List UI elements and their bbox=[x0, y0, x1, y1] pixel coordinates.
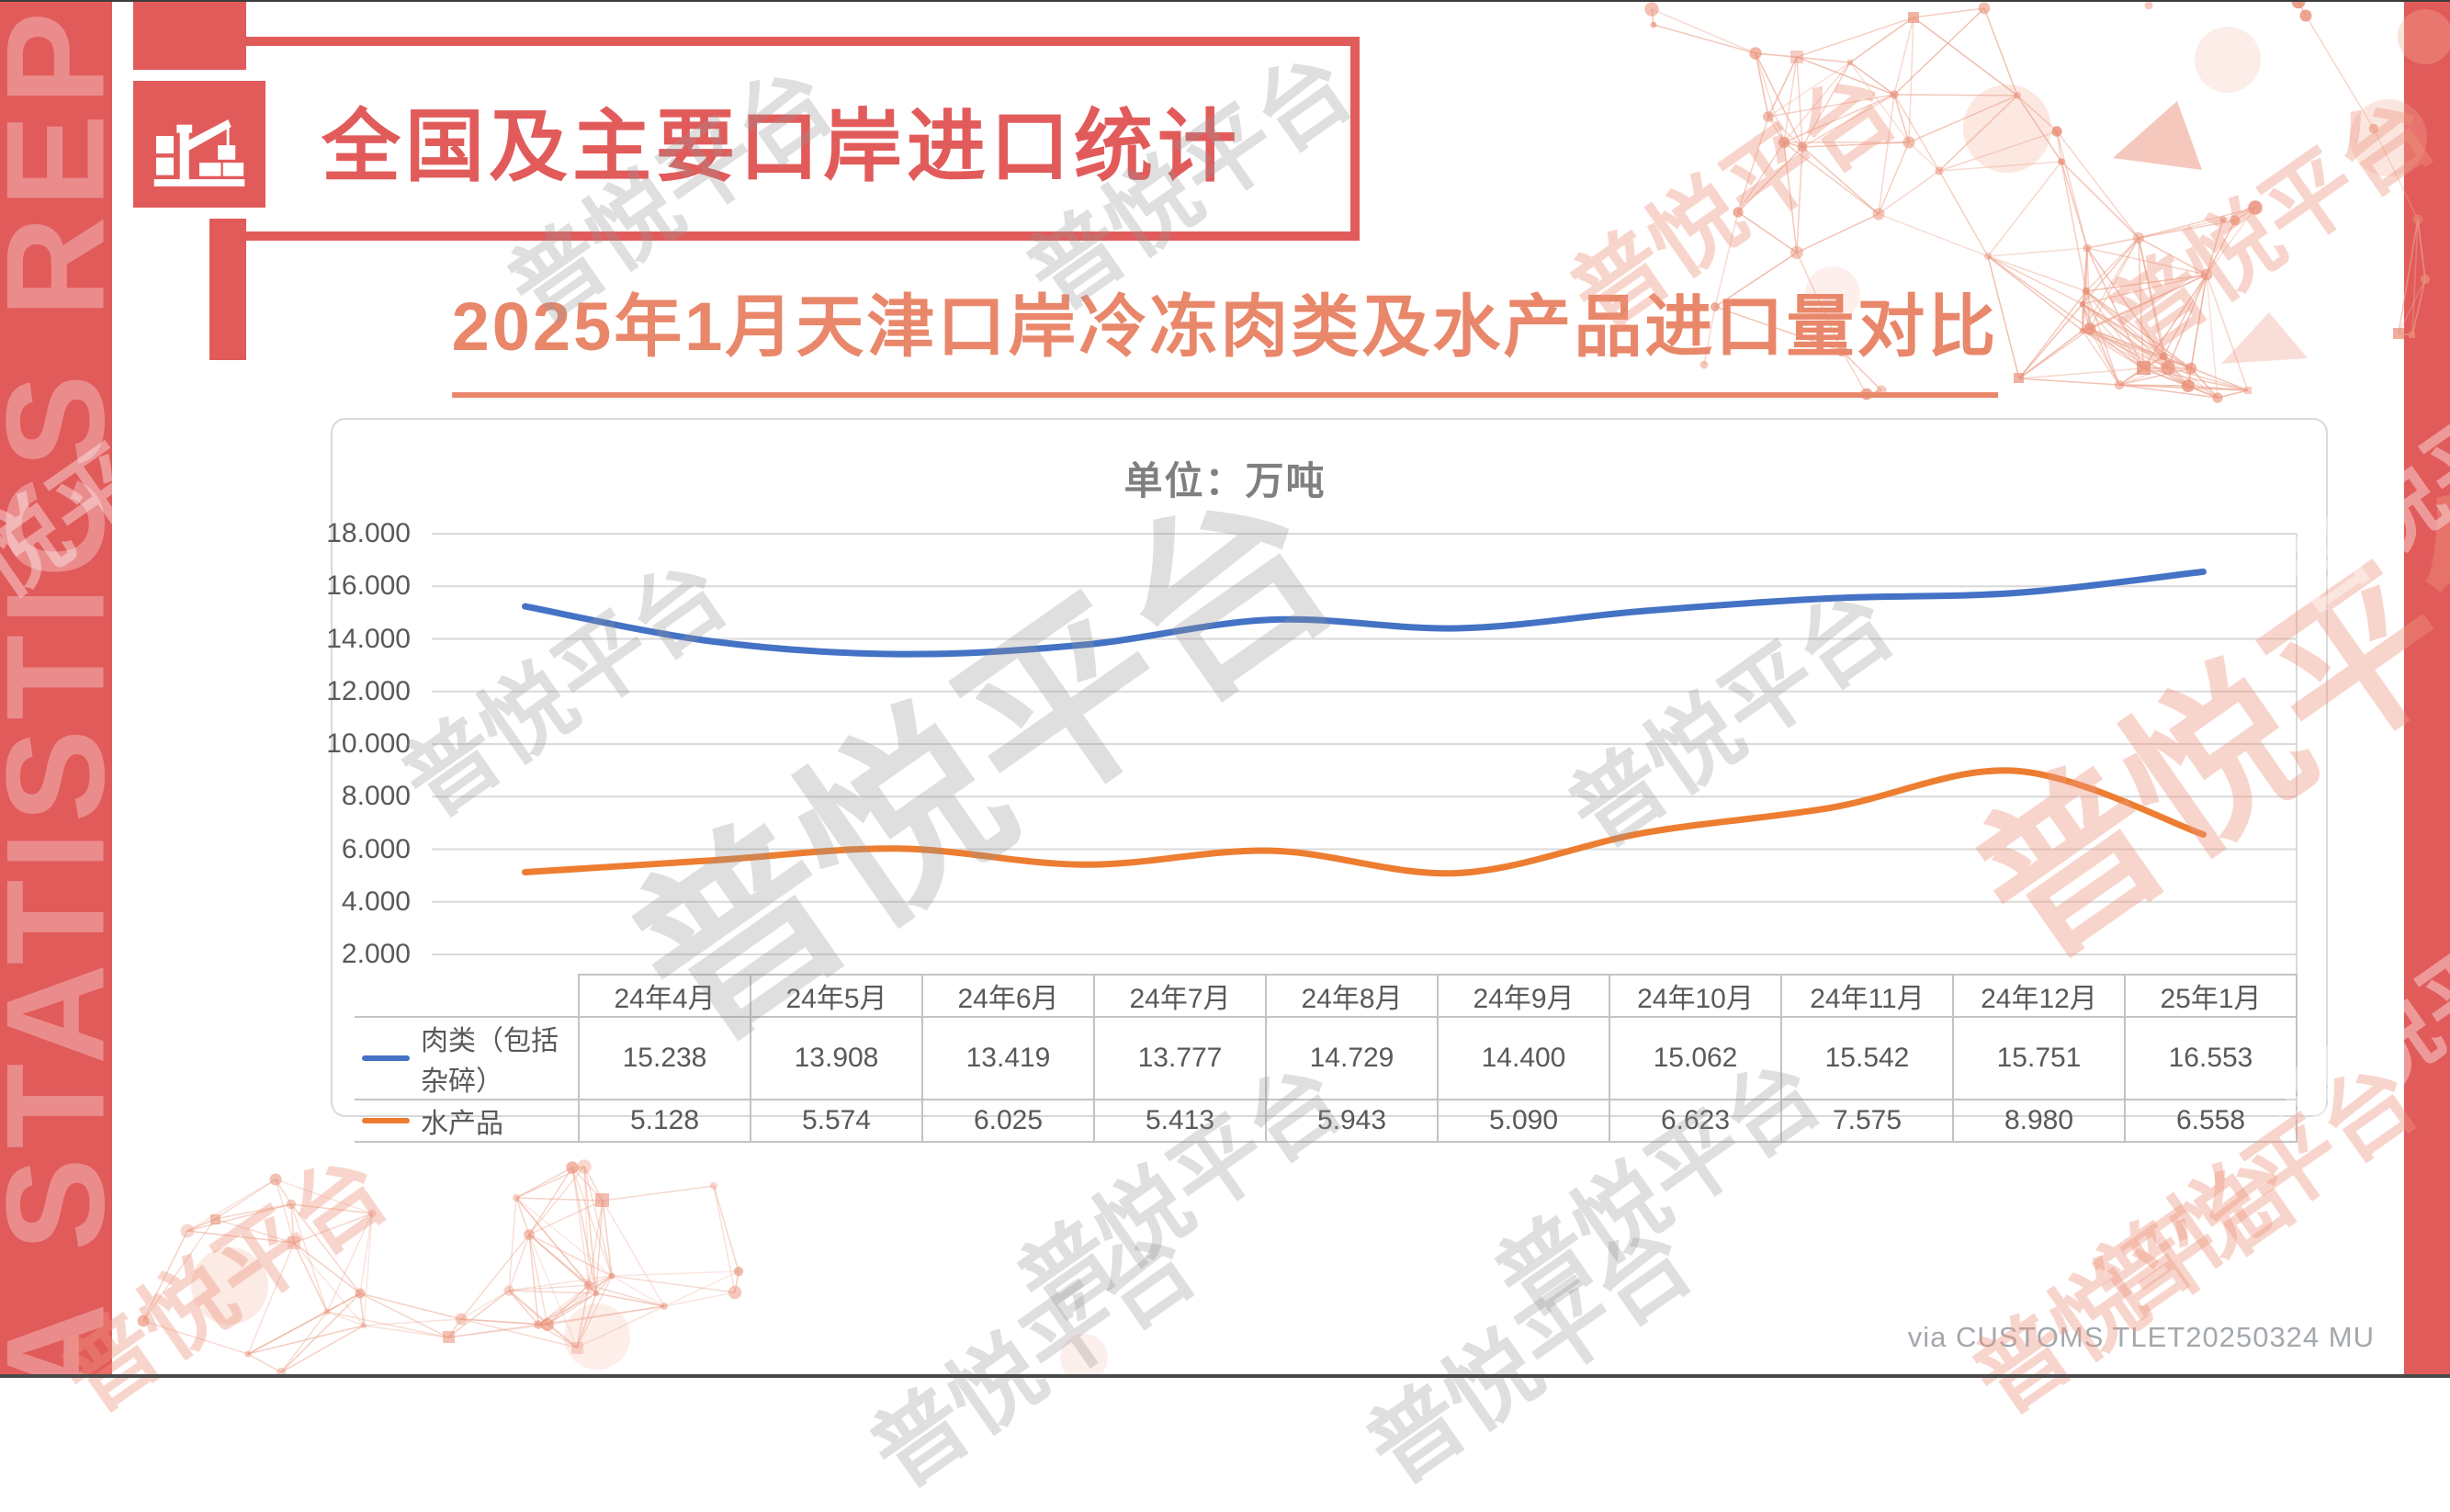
series-line-1 bbox=[522, 767, 2207, 877]
header-red-tab bbox=[133, 0, 246, 79]
table-header-cell: 24年4月 bbox=[578, 974, 751, 1018]
y-tick-label: 4.000 bbox=[341, 886, 411, 917]
series-line-0 bbox=[522, 568, 2207, 658]
table-value-cell: 15.062 bbox=[1609, 1016, 1782, 1100]
y-tick-label: 8.000 bbox=[341, 781, 411, 812]
table-header-cell: 24年9月 bbox=[1437, 974, 1610, 1018]
header-box: 全国及主要口岸进口统计 bbox=[237, 37, 1360, 241]
table-value-cell: 15.238 bbox=[578, 1016, 751, 1100]
table-value-cell: 7.575 bbox=[1780, 1099, 1954, 1143]
page-title: 2025年1月天津口岸冷冻肉类及水产品进口量对比 bbox=[451, 272, 1999, 398]
left-accent-band: DATA STATISTICS REPORT bbox=[0, 0, 112, 1378]
table-header-cell: 24年8月 bbox=[1265, 974, 1439, 1018]
legend-label: 肉类（包括杂碎） bbox=[421, 1026, 559, 1097]
sidebar-vertical-text: DATA STATISTICS REPORT bbox=[0, 0, 112, 1378]
header-title: 全国及主要口岸进口统计 bbox=[322, 102, 1241, 191]
footer-attribution: via CUSTOMS TLET20250324 MU bbox=[1907, 1321, 2375, 1353]
table-value-cell: 15.542 bbox=[1780, 1016, 1954, 1100]
line-chart bbox=[432, 533, 2298, 1089]
table-header-cell: 25年1月 bbox=[2124, 974, 2298, 1018]
table-value-cell: 5.943 bbox=[1265, 1099, 1439, 1143]
table-corner-cell bbox=[355, 975, 579, 1017]
port-crane-icon bbox=[153, 119, 245, 186]
table-header-cell: 24年5月 bbox=[750, 974, 923, 1018]
y-tick-label: 16.000 bbox=[326, 570, 411, 602]
y-tick-label: 2.000 bbox=[341, 939, 411, 969]
y-tick-label: 6.000 bbox=[341, 833, 411, 864]
table-value-cell: 14.400 bbox=[1437, 1016, 1610, 1100]
table-value-cell: 16.553 bbox=[2124, 1016, 2298, 1100]
y-tick-label: 14.000 bbox=[326, 623, 411, 654]
table-value-cell: 5.413 bbox=[1093, 1099, 1267, 1143]
watermark-text: 普悦平台 bbox=[853, 1212, 1214, 1507]
table-value-cell: 8.980 bbox=[1952, 1099, 2126, 1143]
header-icon-frame bbox=[122, 70, 277, 219]
table-header-cell: 24年12月 bbox=[1952, 974, 2126, 1018]
table-value-cell: 5.574 bbox=[750, 1099, 923, 1143]
watermark-text: 普悦平台 bbox=[1956, 1138, 2317, 1434]
legend-cell: 水产品 bbox=[355, 1099, 580, 1143]
chart-unit-title: 单位：万吨 bbox=[1123, 459, 1327, 502]
table-value-cell: 13.908 bbox=[750, 1016, 923, 1100]
table-value-cell: 13.419 bbox=[921, 1016, 1095, 1100]
watermark-text: 普悦平台 bbox=[2092, 78, 2450, 374]
table-header-cell: 24年10月 bbox=[1609, 974, 1782, 1018]
legend-label: 水产品 bbox=[421, 1109, 503, 1139]
table-value-cell: 13.777 bbox=[1093, 1016, 1267, 1100]
bottom-edge-line bbox=[0, 1374, 2450, 1378]
y-tick-label: 10.000 bbox=[326, 728, 411, 759]
table-header-cell: 24年11月 bbox=[1780, 974, 1954, 1018]
legend-swatch bbox=[362, 1118, 410, 1123]
y-tick-label: 12.000 bbox=[326, 675, 411, 706]
table-value-cell: 6.623 bbox=[1609, 1099, 1782, 1143]
table-value-cell: 6.558 bbox=[2124, 1099, 2298, 1143]
legend-cell: 肉类（包括杂碎） bbox=[355, 1016, 580, 1100]
watermark-text: 普悦平台 bbox=[1349, 1208, 1710, 1504]
legend-swatch bbox=[362, 1055, 410, 1061]
table-header-cell: 24年7月 bbox=[1093, 974, 1267, 1018]
table-value-cell: 5.128 bbox=[578, 1099, 751, 1143]
top-edge-line bbox=[0, 0, 2450, 2]
right-accent-band bbox=[2404, 0, 2450, 1378]
table-value-cell: 5.090 bbox=[1437, 1099, 1610, 1143]
header-icon-box bbox=[133, 81, 265, 208]
table-value-cell: 14.729 bbox=[1265, 1016, 1439, 1100]
y-tick-label: 18.000 bbox=[326, 518, 411, 548]
table-value-cell: 15.751 bbox=[1952, 1016, 2126, 1100]
table-header-cell: 24年6月 bbox=[921, 974, 1095, 1018]
table-value-cell: 6.025 bbox=[921, 1099, 1095, 1143]
chart-data-table: 24年4月 24年5月 24年6月 24年7月 24年8月 24年9月 24年10月 24年1… bbox=[355, 974, 2298, 1143]
